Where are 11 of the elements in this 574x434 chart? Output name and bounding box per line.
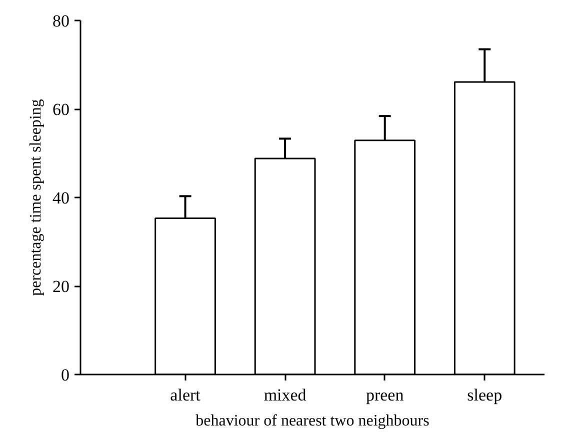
x-tick-label: mixed	[264, 386, 307, 404]
x-tick-label: preen	[366, 386, 404, 404]
x-axis-title: behaviour of nearest two neighbours	[196, 412, 430, 430]
y-tick-label: 0	[61, 366, 70, 384]
y-tick-label: 80	[52, 12, 70, 30]
y-tick-label: 20	[52, 277, 70, 296]
x-tick-label: alert	[170, 386, 201, 404]
y-tick-label: 60	[52, 100, 70, 119]
y-tick-label: 40	[52, 188, 70, 208]
y-axis-title: percentage time spent sleeping	[28, 99, 44, 296]
x-tick-label: sleep	[467, 386, 502, 404]
